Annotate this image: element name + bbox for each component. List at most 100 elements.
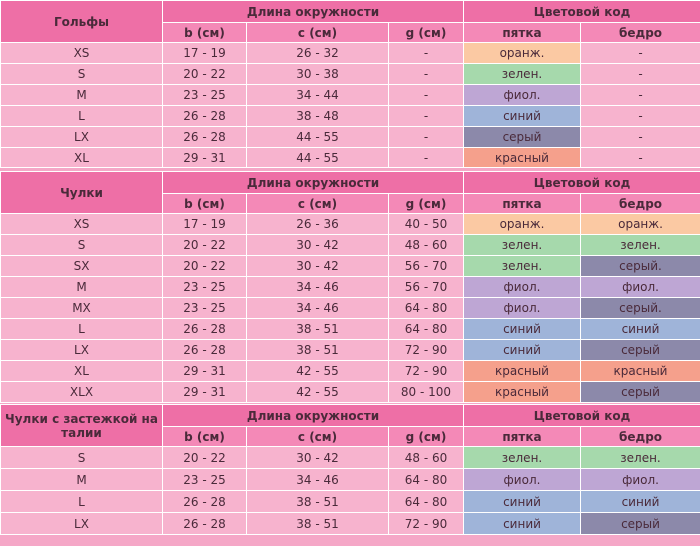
g-cell: 56 - 70 bbox=[388, 276, 464, 298]
column-header: b (см) bbox=[162, 426, 247, 447]
color-code-header: Цветовой код bbox=[462, 0, 700, 23]
table-row: SX 20 - 22 30 - 42 56 - 70 зелен. серый. bbox=[0, 255, 700, 277]
size-cell: XL bbox=[0, 360, 163, 382]
circumference-header: Длина окружности bbox=[162, 0, 464, 23]
table-title: Чулки с застежкой на талии bbox=[0, 404, 163, 447]
size-cell: XLX bbox=[0, 381, 163, 403]
column-header: бедро bbox=[579, 193, 700, 214]
heel-color-cell: синий bbox=[463, 490, 581, 513]
c-cell: 26 - 32 bbox=[246, 42, 389, 64]
c-cell: 30 - 42 bbox=[246, 255, 389, 277]
column-header: g (см) bbox=[388, 426, 464, 447]
table-row: M 23 - 25 34 - 46 56 - 70 фиол. фиол. bbox=[0, 276, 700, 298]
table-row: XLX 29 - 31 42 - 55 80 - 100 красный серый bbox=[0, 381, 700, 403]
size-cell: S bbox=[0, 234, 163, 256]
thigh-color-cell: оранж. bbox=[579, 213, 700, 235]
heel-color-cell: зелен. bbox=[463, 446, 581, 469]
circumference-header: Длина окружности bbox=[162, 404, 464, 427]
c-cell: 30 - 42 bbox=[246, 446, 389, 469]
b-cell: 23 - 25 bbox=[162, 276, 247, 298]
circumference-header: Длина окружности bbox=[162, 171, 464, 194]
g-cell: - bbox=[388, 147, 464, 168]
c-cell: 44 - 55 bbox=[246, 126, 389, 148]
thigh-color-cell: зелен. bbox=[579, 446, 700, 469]
thigh-color-cell: серый. bbox=[579, 255, 700, 277]
table-row: S 20 - 22 30 - 42 48 - 60 зелен. зелен. bbox=[0, 234, 700, 256]
column-header: b (см) bbox=[162, 22, 247, 43]
size-cell: L bbox=[0, 105, 163, 127]
heel-color-cell: зелен. bbox=[463, 63, 581, 85]
b-cell: 29 - 31 bbox=[162, 147, 247, 168]
g-cell: 64 - 80 bbox=[388, 490, 464, 513]
thigh-color-cell: красный bbox=[579, 360, 700, 382]
b-cell: 20 - 22 bbox=[162, 255, 247, 277]
table-title: Чулки bbox=[0, 171, 163, 214]
column-header: c (см) bbox=[246, 193, 389, 214]
size-cell: MX bbox=[0, 297, 163, 319]
heel-color-cell: фиол. bbox=[463, 276, 581, 298]
g-cell: 40 - 50 bbox=[388, 213, 464, 235]
table-row: M 23 - 25 34 - 46 64 - 80 фиол. фиол. bbox=[0, 468, 700, 491]
g-cell: - bbox=[388, 42, 464, 64]
table-row: LX 26 - 28 38 - 51 72 - 90 синий серый bbox=[0, 339, 700, 361]
g-cell: 80 - 100 bbox=[388, 381, 464, 403]
g-cell: 72 - 90 bbox=[388, 512, 464, 535]
column-header: пятка bbox=[463, 22, 581, 43]
g-cell: 48 - 60 bbox=[388, 234, 464, 256]
size-cell: M bbox=[0, 468, 163, 491]
table-row: XL 29 - 31 42 - 55 72 - 90 красный красный bbox=[0, 360, 700, 382]
g-cell: 72 - 90 bbox=[388, 339, 464, 361]
thigh-color-cell: - bbox=[579, 42, 700, 64]
size-cell: M bbox=[0, 84, 163, 106]
c-cell: 30 - 38 bbox=[246, 63, 389, 85]
c-cell: 42 - 55 bbox=[246, 360, 389, 382]
b-cell: 20 - 22 bbox=[162, 63, 247, 85]
b-cell: 17 - 19 bbox=[162, 213, 247, 235]
g-cell: 64 - 80 bbox=[388, 468, 464, 491]
b-cell: 20 - 22 bbox=[162, 234, 247, 256]
thigh-color-cell: - bbox=[579, 105, 700, 127]
g-cell: - bbox=[388, 105, 464, 127]
c-cell: 44 - 55 bbox=[246, 147, 389, 168]
thigh-color-cell: синий bbox=[579, 490, 700, 513]
heel-color-cell: синий bbox=[463, 339, 581, 361]
thigh-color-cell: фиол. bbox=[579, 468, 700, 491]
b-cell: 23 - 25 bbox=[162, 84, 247, 106]
table-row: XS 17 - 19 26 - 36 40 - 50 оранж. оранж. bbox=[0, 213, 700, 235]
g-cell: 72 - 90 bbox=[388, 360, 464, 382]
b-cell: 29 - 31 bbox=[162, 360, 247, 382]
size-cell: S bbox=[0, 446, 163, 469]
b-cell: 20 - 22 bbox=[162, 446, 247, 469]
heel-color-cell: синий bbox=[463, 318, 581, 340]
b-cell: 26 - 28 bbox=[162, 318, 247, 340]
column-header: пятка bbox=[463, 426, 581, 447]
b-cell: 26 - 28 bbox=[162, 105, 247, 127]
color-code-header: Цветовой код bbox=[462, 171, 700, 194]
g-cell: 64 - 80 bbox=[388, 318, 464, 340]
c-cell: 38 - 51 bbox=[246, 318, 389, 340]
heel-color-cell: фиол. bbox=[463, 297, 581, 319]
g-cell: - bbox=[388, 63, 464, 85]
size-cell: XS bbox=[0, 213, 163, 235]
color-code-header: Цветовой код bbox=[462, 404, 700, 427]
g-cell: - bbox=[388, 126, 464, 148]
c-cell: 38 - 51 bbox=[246, 339, 389, 361]
g-cell: 56 - 70 bbox=[388, 255, 464, 277]
thigh-color-cell: - bbox=[579, 84, 700, 106]
size-cell: XL bbox=[0, 147, 163, 168]
heel-color-cell: красный bbox=[463, 147, 581, 168]
heel-color-cell: красный bbox=[463, 360, 581, 382]
size-cell: SX bbox=[0, 255, 163, 277]
heel-color-cell: серый bbox=[463, 126, 581, 148]
table-row: LX 26 - 28 44 - 55- серый - bbox=[0, 126, 700, 148]
c-cell: 42 - 55 bbox=[246, 381, 389, 403]
thigh-color-cell: серый. bbox=[579, 297, 700, 319]
table-title: Гольфы bbox=[0, 0, 163, 43]
heel-color-cell: фиол. bbox=[463, 84, 581, 106]
g-cell: 64 - 80 bbox=[388, 297, 464, 319]
c-cell: 34 - 46 bbox=[246, 468, 389, 491]
size-cell: LX bbox=[0, 512, 163, 535]
heel-color-cell: синий bbox=[463, 105, 581, 127]
column-header: g (см) bbox=[388, 22, 464, 43]
column-header: пятка bbox=[463, 193, 581, 214]
